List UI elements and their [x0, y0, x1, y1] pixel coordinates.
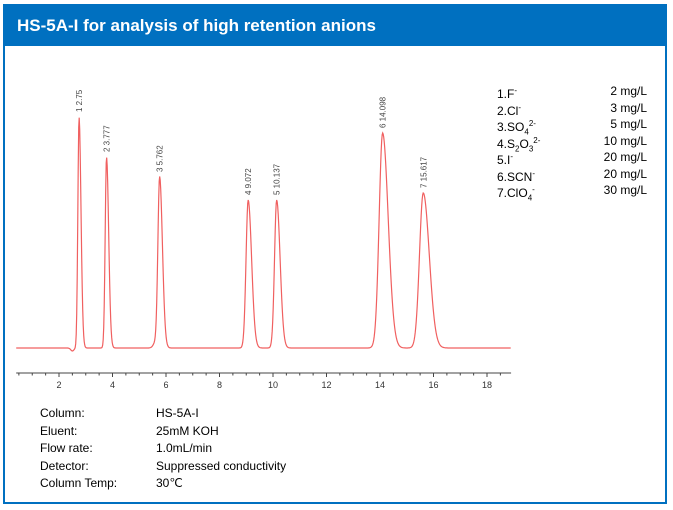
analyte-concentration: 2 mg/L — [610, 84, 647, 98]
condition-value: 30℃ — [156, 476, 183, 490]
peak-label: 1 2.75 — [75, 89, 84, 112]
peak-label: 3 5.762 — [156, 145, 165, 172]
peak-label: 4 9.072 — [244, 168, 253, 195]
condition-row: Column: HS-5A-I — [40, 405, 286, 423]
condition-label: Detector: — [40, 458, 89, 473]
legend-item: 7.ClO4- 30 mg/L — [497, 182, 647, 203]
legend-item: 2.Cl- 3 mg/L — [497, 100, 647, 118]
legend-item: 4.S2O32- 10 mg/L — [497, 133, 647, 153]
x-tick-label: 8 — [217, 380, 222, 390]
peak-label: 7 15.617 — [419, 156, 428, 188]
chromatogram-trace — [16, 117, 511, 352]
analyte-name: 1.F- — [497, 86, 518, 101]
condition-row: Flow rate: 1.0mL/min — [40, 440, 286, 458]
legend-item: 5.I- 20 mg/L — [497, 149, 647, 167]
analyte-name: 3.SO42- — [497, 119, 536, 137]
x-tick-label: 18 — [482, 380, 492, 390]
analyte-concentration: 10 mg/L — [603, 133, 647, 148]
analyte-concentration: 3 mg/L — [610, 100, 647, 115]
condition-label: Flow rate: — [40, 441, 93, 455]
x-tick-label: 4 — [110, 380, 115, 390]
condition-value: HS-5A-I — [156, 406, 199, 420]
analyte-concentration: 30 mg/L — [603, 183, 647, 197]
x-tick-label: 10 — [268, 380, 278, 390]
condition-value: 25mM KOH — [156, 423, 219, 438]
condition-row: Column Temp: 30℃ — [40, 475, 286, 493]
legend-item: 3.SO42- 5 mg/L — [497, 116, 647, 137]
condition-row: Detector: Suppressed conductivity — [40, 458, 286, 476]
x-tick-label: 14 — [375, 380, 385, 390]
condition-value: Suppressed conductivity — [156, 458, 287, 473]
card-title: HS-5A-I for analysis of high retention a… — [5, 6, 665, 46]
peak-label: 6 14.098 — [379, 96, 388, 128]
chromatogram-card: HS-5A-I for analysis of high retention a… — [3, 4, 667, 504]
analyte-concentration: 20 mg/L — [603, 150, 647, 164]
x-tick-label: 12 — [321, 380, 331, 390]
legend-item: 1.F- 2 mg/L — [497, 83, 647, 101]
analyte-name: 7.ClO4- — [497, 185, 535, 203]
analyte-name: 6.SCN- — [497, 168, 536, 184]
condition-label: Column: — [40, 406, 85, 420]
x-tick-label: 16 — [428, 380, 438, 390]
analyte-concentration: 5 mg/L — [610, 117, 647, 131]
condition-label: Column Temp: — [40, 476, 118, 490]
analyte-name: 5.I- — [497, 152, 514, 167]
analyte-name: 4.S2O32- — [497, 135, 541, 153]
condition-value: 1.0mL/min — [156, 441, 213, 455]
condition-label: Eluent: — [40, 423, 78, 438]
peak-label: 5 10.137 — [273, 163, 282, 195]
conditions-table: Column: HS-5A-I Eluent: 25mM KOH Flow rate: 1… — [40, 405, 286, 493]
analyte-legend: 1.F- 2 mg/L 2.Cl- 3 mg/L 3.SO42- 5 mg/L 4.S2O3… — [497, 83, 647, 203]
analyte-concentration: 20 mg/L — [603, 166, 647, 181]
legend-item: 6.SCN- 20 mg/L — [497, 166, 647, 184]
analyte-name: 2.Cl- — [497, 102, 522, 118]
x-tick-label: 6 — [163, 380, 168, 390]
condition-row: Eluent: 25mM KOH — [40, 423, 286, 441]
x-tick-label: 2 — [56, 380, 61, 390]
peak-label: 2 3.777 — [103, 125, 112, 152]
